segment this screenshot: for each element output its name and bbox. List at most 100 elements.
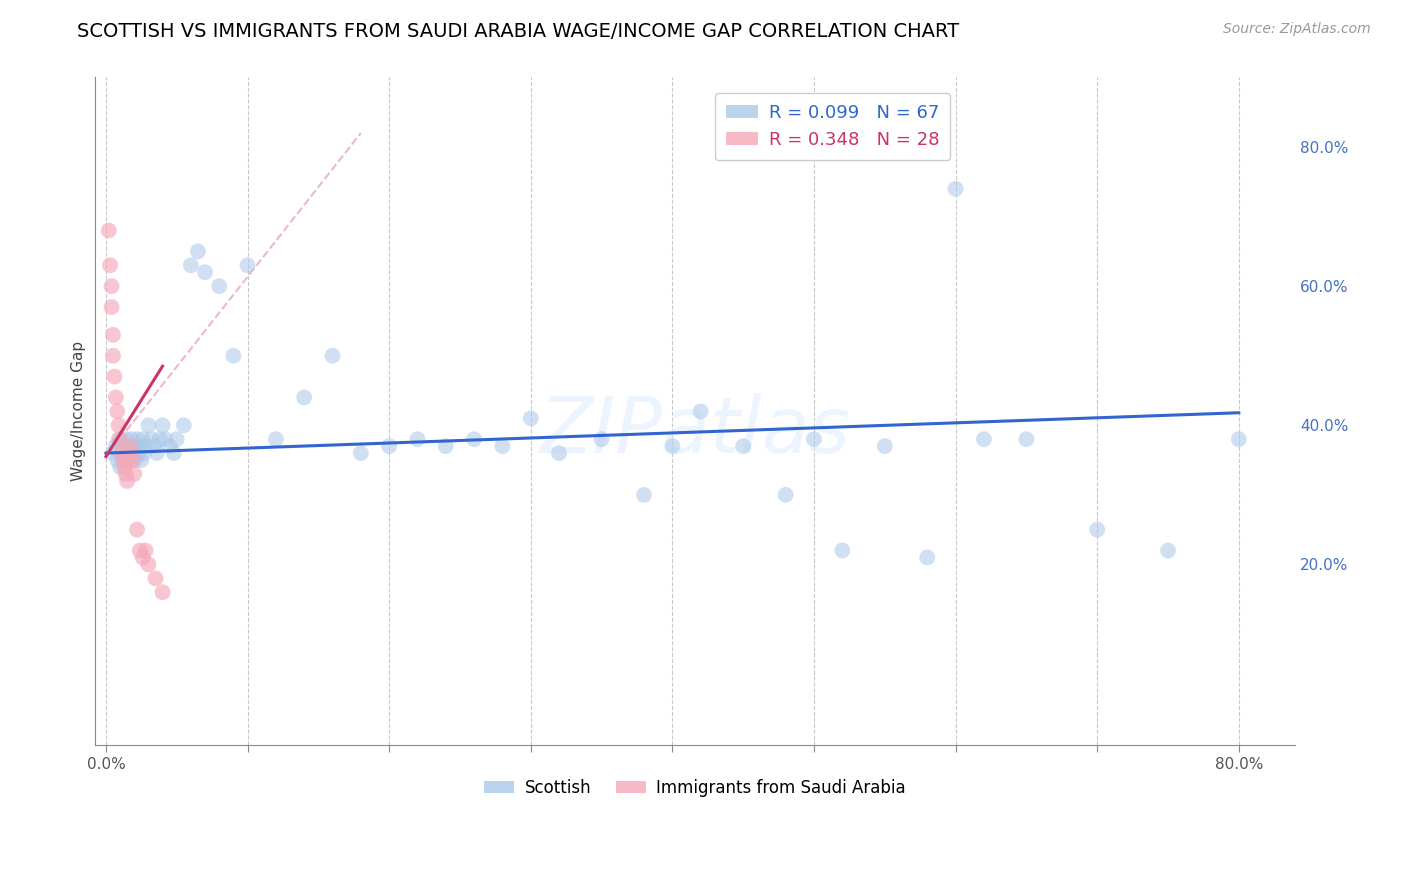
Point xyxy=(945,182,967,196)
Point xyxy=(111,439,134,453)
Point xyxy=(166,432,188,446)
Point xyxy=(128,543,150,558)
Point xyxy=(1085,523,1108,537)
Legend: Scottish, Immigrants from Saudi Arabia: Scottish, Immigrants from Saudi Arabia xyxy=(478,772,912,804)
Point xyxy=(124,453,146,467)
Point xyxy=(194,265,217,279)
Point xyxy=(115,446,138,460)
Point xyxy=(187,244,209,259)
Point xyxy=(1015,432,1038,446)
Point xyxy=(134,446,156,460)
Point xyxy=(138,418,160,433)
Point xyxy=(519,411,541,425)
Point xyxy=(132,432,155,446)
Point xyxy=(152,418,174,433)
Point xyxy=(114,467,136,481)
Point xyxy=(775,488,797,502)
Point xyxy=(159,439,181,453)
Point xyxy=(173,418,195,433)
Point xyxy=(591,432,613,446)
Point xyxy=(163,446,186,460)
Point xyxy=(434,439,457,453)
Point xyxy=(105,404,128,418)
Point xyxy=(121,446,143,460)
Point xyxy=(1227,432,1250,446)
Point xyxy=(131,453,153,467)
Point xyxy=(103,369,125,384)
Point xyxy=(146,446,169,460)
Point xyxy=(145,571,167,585)
Point xyxy=(155,432,177,446)
Point xyxy=(152,585,174,599)
Point xyxy=(122,439,145,453)
Point xyxy=(917,550,939,565)
Point xyxy=(406,432,429,446)
Point xyxy=(100,300,122,314)
Point xyxy=(104,391,127,405)
Point xyxy=(149,432,172,446)
Point xyxy=(831,543,853,558)
Text: Source: ZipAtlas.com: Source: ZipAtlas.com xyxy=(1223,22,1371,37)
Point xyxy=(98,258,121,272)
Point xyxy=(135,543,157,558)
Point xyxy=(108,460,131,475)
Point xyxy=(97,223,120,237)
Point xyxy=(101,446,124,460)
Point xyxy=(548,446,571,460)
Point xyxy=(128,439,150,453)
Point xyxy=(110,446,132,460)
Point xyxy=(100,279,122,293)
Point xyxy=(118,439,141,453)
Point xyxy=(378,439,401,453)
Point xyxy=(321,349,343,363)
Point xyxy=(141,432,163,446)
Point xyxy=(101,349,124,363)
Point xyxy=(180,258,202,272)
Y-axis label: Wage/Income Gap: Wage/Income Gap xyxy=(72,342,86,482)
Point xyxy=(117,453,139,467)
Point xyxy=(132,550,155,565)
Point xyxy=(1157,543,1180,558)
Point xyxy=(236,258,259,272)
Point xyxy=(105,453,128,467)
Point xyxy=(121,453,143,467)
Point xyxy=(112,453,135,467)
Point xyxy=(491,439,513,453)
Point xyxy=(101,327,124,342)
Point xyxy=(117,439,139,453)
Point xyxy=(125,432,148,446)
Point xyxy=(973,432,995,446)
Point xyxy=(104,439,127,453)
Point xyxy=(292,391,315,405)
Point xyxy=(463,432,485,446)
Point xyxy=(107,432,129,446)
Point xyxy=(120,432,142,446)
Point xyxy=(208,279,231,293)
Point xyxy=(222,349,245,363)
Point xyxy=(107,418,129,433)
Point xyxy=(264,432,287,446)
Point xyxy=(689,404,711,418)
Point xyxy=(138,558,160,572)
Point xyxy=(633,488,655,502)
Point xyxy=(143,439,166,453)
Point xyxy=(873,439,896,453)
Point xyxy=(125,523,148,537)
Point xyxy=(118,453,141,467)
Text: ZIPatlas: ZIPatlas xyxy=(540,393,851,469)
Point xyxy=(110,446,132,460)
Point xyxy=(661,439,683,453)
Point xyxy=(733,439,755,453)
Point xyxy=(115,474,138,488)
Point xyxy=(350,446,373,460)
Point xyxy=(120,446,142,460)
Point xyxy=(122,467,145,481)
Text: SCOTTISH VS IMMIGRANTS FROM SAUDI ARABIA WAGE/INCOME GAP CORRELATION CHART: SCOTTISH VS IMMIGRANTS FROM SAUDI ARABIA… xyxy=(77,22,959,41)
Point xyxy=(108,432,131,446)
Point xyxy=(127,446,149,460)
Point xyxy=(114,432,136,446)
Point xyxy=(803,432,825,446)
Point xyxy=(112,460,135,475)
Point xyxy=(135,439,157,453)
Point xyxy=(111,453,134,467)
